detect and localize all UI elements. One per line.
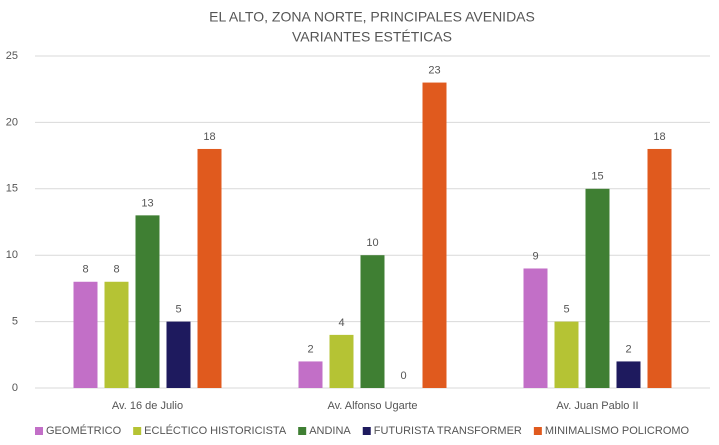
legend-swatch — [298, 427, 307, 435]
legend-label: ECLÉCTICO HISTORICISTA — [144, 424, 287, 437]
data-label: 13 — [141, 197, 153, 209]
bar — [616, 361, 641, 388]
data-label: 8 — [82, 264, 88, 276]
bar — [585, 188, 610, 388]
bar — [360, 255, 385, 388]
bar — [298, 361, 323, 388]
data-label: 18 — [203, 131, 215, 143]
bar — [329, 334, 354, 388]
y-tick-label: 15 — [6, 183, 18, 195]
y-tick-label: 25 — [6, 50, 18, 62]
legend-label: GEOMÉTRICO — [46, 424, 122, 437]
data-label: 18 — [653, 131, 665, 143]
y-tick-label: 5 — [12, 316, 18, 328]
legend-label: FUTURISTA TRANSFORMER — [374, 425, 522, 437]
data-label: 0 — [400, 370, 406, 382]
y-tick-label: 10 — [6, 249, 18, 261]
data-label: 4 — [338, 317, 344, 329]
x-tick-label: Av. Juan Pablo II — [556, 400, 638, 412]
data-label: 5 — [175, 304, 181, 316]
legend-swatch — [362, 427, 371, 435]
bar — [554, 321, 579, 388]
bar — [523, 268, 548, 388]
data-label: 9 — [532, 250, 538, 262]
legend-label: ANDINA — [309, 425, 351, 437]
data-label: 15 — [591, 171, 603, 183]
bar — [422, 82, 447, 388]
x-tick-label: Av. 16 de Julio — [112, 400, 183, 412]
legend-swatch — [35, 427, 43, 435]
y-tick-label: 20 — [6, 116, 18, 128]
bar — [104, 281, 129, 388]
data-label: 2 — [625, 343, 631, 355]
bar — [135, 215, 160, 388]
y-tick-label: 0 — [12, 382, 18, 394]
x-tick-label: Av. Alfonso Ugarte — [327, 400, 417, 412]
legend-swatch — [133, 427, 142, 435]
legend-swatch — [533, 427, 542, 435]
bar — [166, 321, 191, 388]
bar — [197, 148, 222, 388]
data-label: 23 — [428, 64, 440, 76]
bar — [647, 148, 672, 388]
chart-title: EL ALTO, ZONA NORTE, PRINCIPALES AVENIDA… — [209, 9, 535, 25]
legend-label: MINIMALISMO POLICROMO — [545, 425, 690, 437]
bar — [73, 281, 98, 388]
data-label: 10 — [366, 237, 378, 249]
data-label: 5 — [563, 304, 569, 316]
data-label: 2 — [307, 343, 313, 355]
chart-subtitle: VARIANTES ESTÉTICAS — [292, 29, 452, 45]
data-label: 8 — [113, 264, 119, 276]
